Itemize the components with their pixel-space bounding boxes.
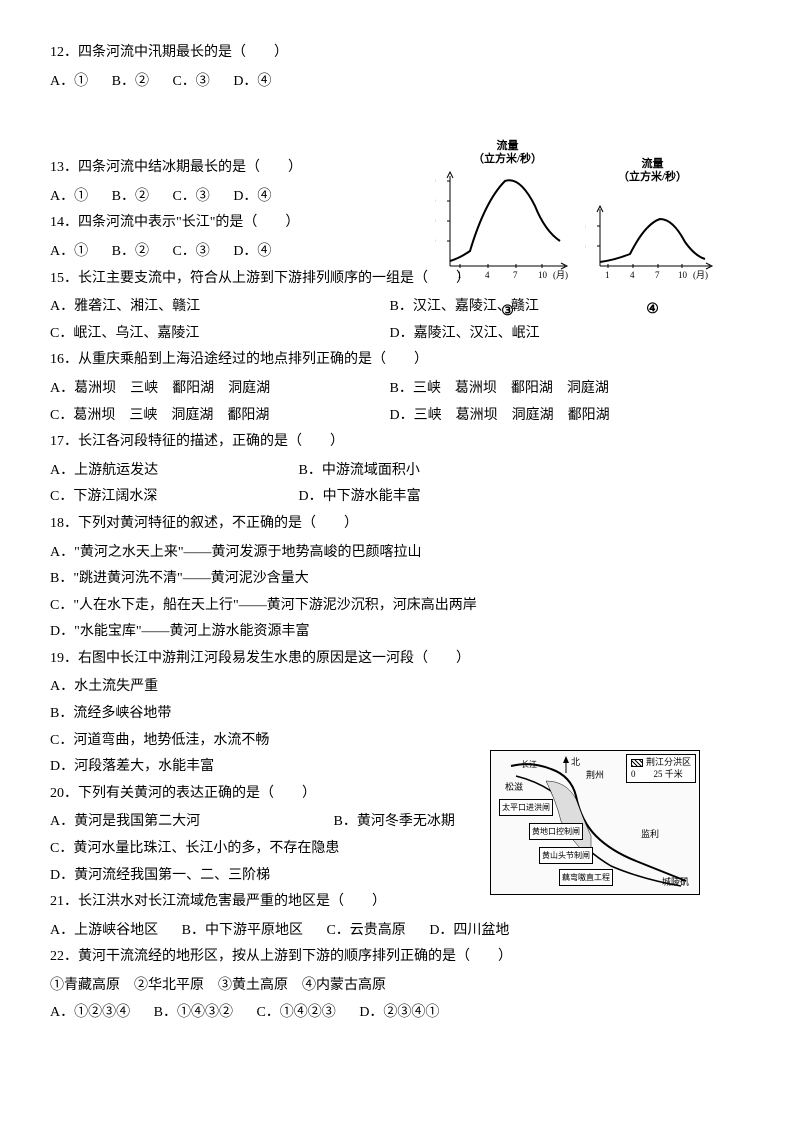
option-a: A．① (50, 74, 88, 89)
charts-area: 流量（立方米/秒） 40000 30000 20000 10000 1 4 7 … (435, 140, 720, 326)
svg-text:1: 1 (605, 270, 610, 280)
option-b: B．② (112, 189, 149, 204)
option-b: B．流经多峡谷地带 (50, 701, 750, 728)
svg-text:(月): (月) (553, 270, 568, 280)
compass-label: 北 (571, 754, 580, 771)
question-12: 12．四条河流中汛期最长的是（ ） (50, 40, 750, 67)
options: A．上游航运发达 B．中游流域面积小 C．下游江阔水深 D．中下游水能丰富 (50, 458, 750, 511)
option-b: B．①④③② (154, 1005, 233, 1020)
option-d: D．"水能宝库"——黄河上游水能资源丰富 (50, 619, 750, 646)
city-label: 松滋 (505, 779, 523, 796)
option-a: A．① (50, 244, 88, 259)
option-a: A．上游航运发达 (50, 458, 295, 485)
svg-text:(月): (月) (693, 270, 708, 280)
svg-text:7: 7 (655, 270, 660, 280)
svg-text:30000: 30000 (435, 196, 436, 206)
question-stem: 16．从重庆乘船到上海沿途经过的地点排列正确的是（ ） (50, 352, 428, 367)
question-stem: 12．四条河流中汛期最长的是（ ） (50, 45, 288, 60)
option-a: A．①②③④ (50, 1005, 130, 1020)
option-c: C．岷江、乌江、嘉陵江 (50, 321, 386, 348)
question-stem: 22．黄河干流流经的地形区，按从上游到下游的顺序排列正确的是（ ） (50, 949, 512, 964)
option-b: B．中下游平原地区 (182, 923, 303, 938)
option-a: A．水土流失严重 (50, 674, 750, 701)
option-d: D．四川盆地 (429, 923, 509, 938)
svg-text:10: 10 (678, 270, 688, 280)
option-d: D．中下游水能丰富 (299, 484, 635, 511)
option-d: D．②③④① (359, 1005, 439, 1020)
svg-text:20000: 20000 (585, 222, 586, 232)
chart-4: 流量（立方米/秒） 20000 10000 1 4 7 10 (月) (585, 158, 720, 326)
option-d: D．④ (233, 74, 271, 89)
map-label: 黄地口控制闸 (529, 823, 583, 840)
option-c: C．云贵高原 (326, 923, 405, 938)
question-stem: 14．四条河流中表示"长江"的是（ ） (50, 215, 299, 230)
options-line: ①青藏高原 ②华北平原 ③黄土高原 ④内蒙古高原 (50, 973, 750, 1000)
map-label: 黄山头节制闸 (539, 847, 593, 864)
chart-svg-3: 40000 30000 20000 10000 1 4 7 10 (月) (435, 166, 580, 286)
question-18: 18．下列对黄河特征的叙述，不正确的是（ ） (50, 511, 750, 538)
svg-text:4: 4 (485, 270, 490, 280)
question-17: 17．长江各河段特征的描述，正确的是（ ） (50, 429, 750, 456)
option-b: B．② (112, 74, 149, 89)
option-c: C．"人在水下走，船在天上行"——黄河下游泥沙沉积，河床高出两岸 (50, 593, 750, 620)
options: A．上游峡谷地区 B．中下游平原地区 C．云贵高原 D．四川盆地 (50, 918, 750, 945)
city-label: 监利 (641, 826, 659, 843)
river-label: 长江 (521, 757, 537, 772)
map-figure: 荆江分洪区 0 25 千米 北 太平口进洪闸 黄地口控制闸 黄山头节制闸 藕弯嗷… (490, 750, 700, 895)
question-stem: 19．右图中长江中游荆江河段易发生水患的原因是这一河段（ ） (50, 651, 470, 666)
option-b: B．② (112, 244, 149, 259)
map-label: 藕弯嗷直工程 (559, 869, 613, 886)
question-19: 19．右图中长江中游荆江河段易发生水患的原因是这一河段（ ） (50, 646, 750, 673)
option-c: C．下游江阔水深 (50, 484, 295, 511)
option-a: A．上游峡谷地区 (50, 923, 158, 938)
exam-content: 流量（立方米/秒） 40000 30000 20000 10000 1 4 7 … (50, 40, 750, 1026)
chart-number: ④ (585, 297, 720, 324)
option-d: D．④ (233, 244, 271, 259)
svg-text:1: 1 (457, 270, 462, 280)
option-b: B．中游流域面积小 (299, 458, 635, 485)
options: A．① B．② C．③ D．④ (50, 69, 750, 96)
option-c: C．葛洲坝 三峡 洞庭湖 鄱阳湖 (50, 403, 386, 430)
option-c: C．③ (172, 189, 209, 204)
chart-number: ③ (435, 299, 580, 326)
option-b: B．三峡 葛洲坝 鄱阳湖 洞庭湖 (390, 376, 726, 403)
options: A．"黄河之水天上来"——黄河发源于地势高峻的巴颜喀拉山 B．"跳进黄河洗不清"… (50, 540, 750, 646)
chart-title: 流量（立方米/秒） (585, 158, 720, 184)
option-a: A．① (50, 189, 88, 204)
option-a: A．黄河是我国第二大河 (50, 809, 330, 836)
chart-title: 流量（立方米/秒） (435, 140, 580, 166)
question-stem: 21．长江洪水对长江流域危害最严重的地区是（ ） (50, 894, 386, 909)
option-a: A．雅砻江、湘江、赣江 (50, 294, 386, 321)
svg-text:40000: 40000 (435, 176, 436, 186)
chart-svg-4: 20000 10000 1 4 7 10 (月) (585, 184, 720, 284)
chart-3: 流量（立方米/秒） 40000 30000 20000 10000 1 4 7 … (435, 140, 580, 326)
map-label: 太平口进洪闸 (499, 799, 553, 816)
question-stem: 13．四条河流中结冰期最长的是（ ） (50, 160, 302, 175)
option-c: C．①④②③ (256, 1005, 335, 1020)
svg-text:10: 10 (538, 270, 548, 280)
options: A．①②③④ B．①④③② C．①④②③ D．②③④① (50, 1000, 750, 1027)
question-stem: 18．下列对黄河特征的叙述，不正确的是（ ） (50, 516, 358, 531)
question-stem: 15．长江主要支流中，符合从上游到下游排列顺序的一组是（ ） (50, 271, 470, 286)
option-d: D．三峡 葛洲坝 洞庭湖 鄱阳湖 (390, 403, 726, 430)
city-label: 城陵矶 (662, 874, 689, 891)
svg-text:7: 7 (513, 270, 518, 280)
option-a: A．"黄河之水天上来"——黄河发源于地势高峻的巴颜喀拉山 (50, 540, 750, 567)
svg-text:10000: 10000 (435, 236, 436, 246)
svg-text:20000: 20000 (435, 216, 436, 226)
question-22: 22．黄河干流流经的地形区，按从上游到下游的顺序排列正确的是（ ） (50, 944, 750, 971)
question-16: 16．从重庆乘船到上海沿途经过的地点排列正确的是（ ） (50, 347, 750, 374)
option-b: B．"跳进黄河洗不清"——黄河泥沙含量大 (50, 566, 750, 593)
svg-text:4: 4 (630, 270, 635, 280)
option-a: A．葛洲坝 三峡 鄱阳湖 洞庭湖 (50, 376, 386, 403)
options: A．葛洲坝 三峡 鄱阳湖 洞庭湖 B．三峡 葛洲坝 鄱阳湖 洞庭湖 C．葛洲坝 … (50, 376, 750, 429)
option-d: D．④ (233, 189, 271, 204)
option-c: C．③ (172, 244, 209, 259)
map-legend: 荆江分洪区 0 25 千米 (626, 754, 696, 783)
city-label: 荆州 (586, 767, 604, 784)
question-stem: 17．长江各河段特征的描述，正确的是（ ） (50, 434, 344, 449)
svg-text:10000: 10000 (585, 242, 586, 252)
question-stem: 20．下列有关黄河的表达正确的是（ ） (50, 786, 316, 801)
option-c: C．③ (172, 74, 209, 89)
